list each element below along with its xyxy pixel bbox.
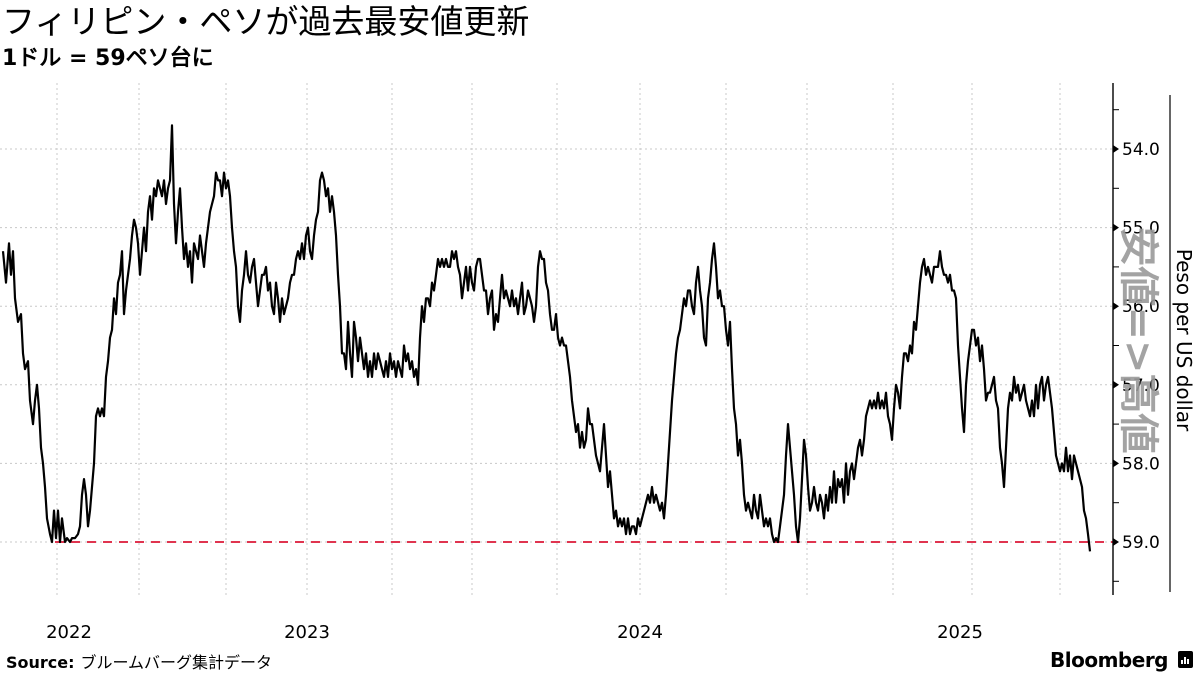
y-tick-marker: [1113, 145, 1119, 153]
y-tick-marker: [1113, 538, 1119, 546]
chart-subtitle: 1ドル = 59ペソ台に: [2, 46, 214, 71]
y-axis: 54.0 55.0 56.0 57.0 58.0 59.0: [1112, 83, 1160, 595]
y-tick-label: 57.0: [1122, 376, 1160, 396]
source-label: Source:: [6, 653, 75, 672]
bloomberg-chart-icon: [1178, 651, 1193, 668]
x-tick-label: 2023: [284, 622, 330, 643]
direction-watermark: 安値=>高値: [1115, 226, 1161, 454]
x-tick-label: 2022: [46, 622, 92, 643]
y-tick-label: 58.0: [1122, 454, 1160, 474]
chart-title: フィリピン・ペソが過去最安値更新: [2, 2, 530, 41]
y-tick-label: 54.0: [1122, 140, 1160, 160]
y-axis-label: Peso per US dollar: [1172, 248, 1196, 432]
peso-usd-line: [1, 124, 1092, 552]
y-tick-marker: [1113, 459, 1119, 468]
source-note: Source: ブルームバーグ集計データ: [6, 649, 272, 673]
y-tick-marker: [1113, 223, 1119, 232]
x-tick-label: 2025: [937, 622, 983, 643]
y-tick-marker: [1113, 380, 1119, 389]
vertical-gridlines: [56, 83, 1061, 595]
y-tick-label: 55.0: [1122, 219, 1160, 239]
x-tick-label: 2024: [617, 622, 663, 643]
bloomberg-logo: Bloomberg: [1050, 648, 1168, 672]
y-tick-label: 59.0: [1122, 533, 1160, 553]
y-tick-marker: [1113, 302, 1119, 311]
y-tick-label: 56.0: [1122, 297, 1160, 317]
source-text: ブルームバーグ集計データ: [80, 653, 273, 672]
